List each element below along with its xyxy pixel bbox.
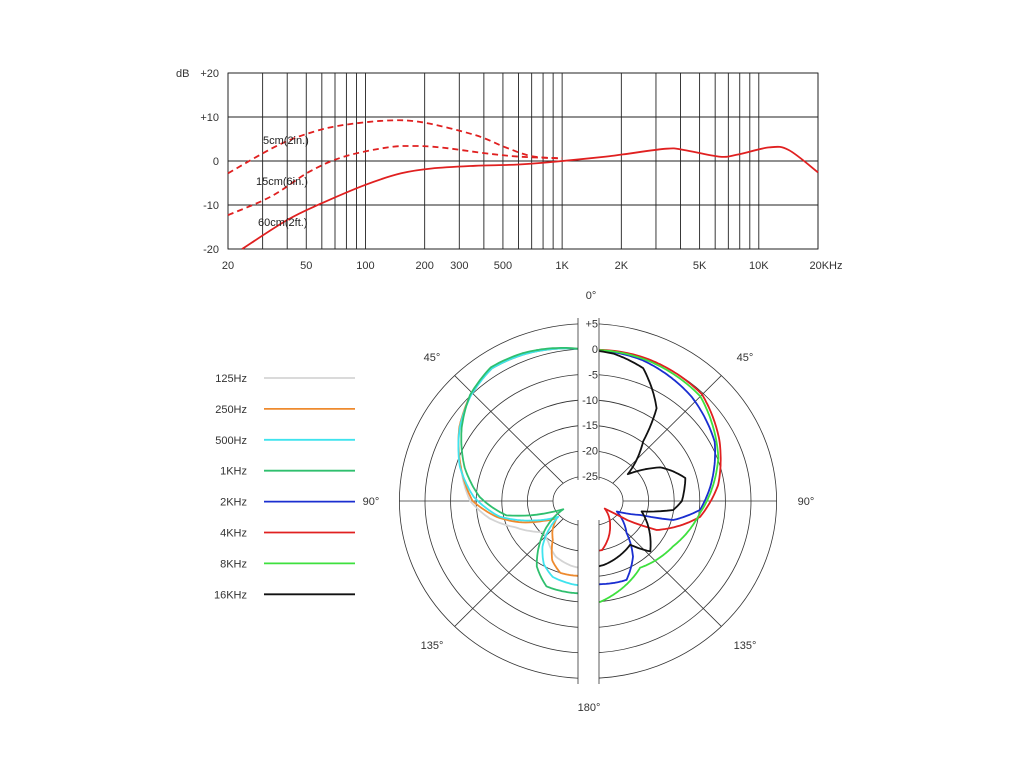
legend-label: 16KHz bbox=[214, 589, 247, 601]
y-tick-label: -10 bbox=[203, 200, 219, 212]
scale-strip-lines bbox=[577, 318, 600, 684]
x-tick-label: 20 bbox=[222, 260, 234, 272]
frequency-response-chart: 20 50 100 200 300 500 1K 2K 5K 10K 20KHz +20 +10 0 -10… bbox=[176, 68, 843, 272]
polar-spoke bbox=[454, 375, 564, 484]
angle-label-135-left: 135° bbox=[421, 640, 444, 652]
x-tick-label: 10K bbox=[749, 260, 769, 272]
plot-frame bbox=[227, 72, 819, 250]
radial-tick-label: -5 bbox=[588, 369, 598, 381]
radial-tick-labels: +5 0 -5 -10 -15 -20 -25 bbox=[582, 319, 598, 483]
x-tick-label: 5K bbox=[693, 260, 707, 272]
y-tick-label: 0 bbox=[213, 156, 219, 168]
polar-curve-500Hz bbox=[457, 347, 589, 587]
radial-tick-label: 0 bbox=[592, 344, 598, 356]
angle-label-45-left: 45° bbox=[424, 352, 441, 364]
x-tick-label: 500 bbox=[494, 260, 512, 272]
polar-spoke bbox=[612, 375, 722, 484]
radial-tick-label: -10 bbox=[582, 395, 598, 407]
polar-curve-1KHz bbox=[460, 346, 589, 595]
polar-spoke bbox=[612, 518, 722, 627]
angle-label-180: 180° bbox=[578, 702, 601, 714]
legend-label: 2KHz bbox=[220, 497, 247, 509]
polar-curve-4KHz bbox=[587, 348, 722, 553]
y-axis-label: dB bbox=[176, 68, 189, 80]
radial-tick-label: -15 bbox=[582, 420, 598, 432]
polar-curve-16KHz bbox=[587, 349, 687, 569]
legend-label: 500Hz bbox=[215, 435, 247, 447]
x-tick-label: 20KHz bbox=[809, 260, 842, 272]
legend-item: 16KHz bbox=[214, 589, 355, 601]
angle-label-90-left: 90° bbox=[363, 496, 380, 508]
polar-curve-8KHz bbox=[587, 349, 720, 605]
y-tick-label: +20 bbox=[200, 68, 219, 80]
legend-item: 4KHz bbox=[220, 528, 355, 540]
legend: 125Hz 250Hz 500Hz 1KHz 2KHz 4KHz 8KHz 16KHz bbox=[214, 373, 355, 601]
frequency-tick-labels: 20 50 100 200 300 500 1K 2K 5K 10K 20KHz +20 +10 0 -10… bbox=[200, 68, 842, 272]
polar-curves bbox=[457, 346, 722, 605]
radial-tick-label: +5 bbox=[585, 319, 598, 331]
legend-item: 1KHz bbox=[220, 466, 355, 478]
x-tick-label: 50 bbox=[300, 260, 312, 272]
legend-label: 4KHz bbox=[220, 528, 247, 540]
x-tick-label: 1K bbox=[555, 260, 569, 272]
angle-label-0: 0° bbox=[586, 290, 597, 302]
angle-label-45-right: 45° bbox=[737, 352, 754, 364]
frequency-curves bbox=[227, 119, 819, 250]
legend-label: 250Hz bbox=[215, 404, 247, 416]
legend-item: 125Hz bbox=[215, 373, 355, 385]
x-tick-label: 200 bbox=[415, 260, 433, 272]
legend-item: 250Hz bbox=[215, 404, 355, 416]
polar-pattern-chart: +5 0 -5 -10 -15 -20 -25 0° 45° 45° 90° 90° 135… bbox=[214, 290, 814, 714]
series-curve-2 bbox=[241, 145, 819, 250]
radial-tick-label: -20 bbox=[582, 446, 598, 458]
series-label-15cm: 15cm(6in.) bbox=[256, 176, 308, 188]
angle-label-135-right: 135° bbox=[734, 640, 757, 652]
legend-label: 8KHz bbox=[220, 558, 247, 570]
angle-label-90-right: 90° bbox=[798, 496, 815, 508]
x-tick-label: 2K bbox=[615, 260, 629, 272]
y-tick-label: +10 bbox=[200, 112, 219, 124]
y-tick-label: -20 bbox=[203, 244, 219, 256]
legend-label: 125Hz bbox=[215, 373, 247, 385]
radial-tick-label: -25 bbox=[582, 471, 598, 483]
legend-label: 1KHz bbox=[220, 466, 247, 478]
polar-curve-2KHz bbox=[588, 349, 716, 586]
scale-strip bbox=[578, 316, 599, 688]
legend-item: 500Hz bbox=[215, 435, 355, 447]
legend-item: 2KHz bbox=[220, 497, 355, 509]
x-tick-label: 300 bbox=[450, 260, 468, 272]
series-label-60cm: 60cm(2ft.) bbox=[258, 217, 308, 229]
series-label-5cm: 5cm(2in.) bbox=[263, 135, 309, 147]
series-curve-1 bbox=[227, 145, 563, 216]
legend-item: 8KHz bbox=[220, 558, 355, 570]
x-tick-label: 100 bbox=[356, 260, 374, 272]
frequency-grid bbox=[227, 72, 819, 250]
